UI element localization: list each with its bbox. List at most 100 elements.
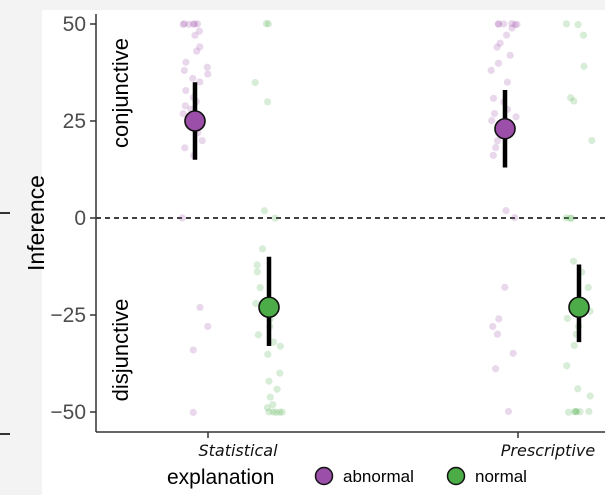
data-point-abnormal [185, 20, 193, 28]
data-point-abnormal [493, 137, 502, 145]
data-point-abnormal [495, 315, 503, 323]
data-point-abnormal [508, 19, 516, 28]
data-point-abnormal [511, 20, 519, 29]
annotation-disjunctive: disjunctive [108, 299, 133, 402]
data-point-normal [585, 407, 593, 416]
data-point-abnormal [189, 408, 197, 417]
data-point-normal [567, 214, 576, 222]
background-strip-left [0, 0, 42, 466]
data-point-normal [278, 408, 286, 416]
data-point-abnormal [494, 20, 502, 28]
data-point-normal [272, 408, 280, 416]
data-point-abnormal [181, 102, 189, 110]
data-point-abnormal [196, 43, 204, 51]
data-point-abnormal [189, 74, 197, 82]
y-tick-label: −50 [50, 401, 86, 424]
data-point-normal [258, 245, 267, 253]
data-point-abnormal [492, 365, 500, 373]
data-point-normal [256, 284, 264, 292]
data-point-abnormal [193, 47, 201, 55]
data-point-normal [266, 393, 274, 401]
data-point-abnormal [179, 110, 187, 118]
data-point-normal [563, 314, 571, 323]
data-point-abnormal [511, 213, 519, 222]
data-point-normal [567, 94, 575, 102]
data-point-abnormal [204, 70, 212, 78]
data-point-normal [574, 385, 582, 393]
data-point-normal [572, 408, 580, 416]
mean-point-normal [258, 296, 280, 319]
data-point-normal [276, 342, 284, 350]
data-point-abnormal [203, 63, 211, 71]
data-point-normal [253, 261, 261, 269]
data-point-abnormal [490, 109, 499, 118]
data-point-normal [576, 408, 584, 416]
data-point-normal [571, 408, 579, 416]
data-point-abnormal [489, 322, 497, 331]
data-point-abnormal [196, 303, 204, 312]
data-point-normal [264, 98, 272, 106]
x-tick-label: Statistical [198, 441, 278, 460]
data-point-abnormal [504, 407, 513, 416]
legend: explanation abnormal normal [167, 466, 527, 489]
data-point-normal [269, 338, 278, 346]
edge-tick-mark [0, 212, 10, 214]
legend-title: explanation [167, 466, 274, 489]
data-point-abnormal [198, 136, 206, 145]
data-point-normal [584, 283, 592, 292]
legend-swatch-abnormal [314, 466, 334, 486]
data-point-normal [579, 31, 588, 39]
data-point-abnormal [503, 78, 512, 86]
data-point-normal [260, 207, 269, 215]
data-point-normal [574, 20, 582, 29]
data-point-normal [562, 20, 571, 28]
y-axis-label: Inference [23, 175, 49, 271]
data-point-abnormal [500, 20, 508, 28]
data-point-normal [251, 78, 259, 87]
data-point-abnormal [191, 20, 199, 28]
data-point-abnormal [494, 20, 503, 28]
data-point-abnormal [492, 144, 500, 152]
mean-point-abnormal [494, 117, 516, 140]
data-point-abnormal [509, 349, 517, 357]
data-point-abnormal [489, 94, 498, 102]
data-point-abnormal [180, 20, 188, 28]
data-point-abnormal [494, 59, 503, 67]
data-point-normal [252, 299, 260, 308]
data-point-normal [562, 214, 570, 222]
data-point-normal [265, 377, 273, 385]
data-point-normal [271, 214, 279, 222]
data-point-normal [254, 331, 262, 339]
data-point-normal [569, 257, 578, 265]
data-point-abnormal [193, 20, 202, 28]
data-point-abnormal [493, 43, 501, 51]
data-point-abnormal [196, 78, 204, 86]
data-point-abnormal [508, 24, 516, 32]
data-point-normal [276, 408, 284, 416]
data-point-abnormal [487, 66, 495, 74]
background-strip-bottom-left [0, 466, 42, 495]
data-point-abnormal [506, 51, 514, 59]
data-point-normal [570, 97, 578, 105]
y-tick-label: 25 [63, 110, 86, 133]
legend-label-normal: normal [475, 467, 527, 486]
data-point-normal [262, 19, 270, 28]
data-point-abnormal [502, 207, 510, 215]
data-point-normal [265, 408, 273, 416]
data-point-abnormal [488, 116, 496, 125]
data-point-abnormal [189, 20, 198, 28]
legend-swatch-normal [446, 466, 466, 486]
mean-point-abnormal [184, 110, 206, 132]
data-point-normal [263, 404, 271, 412]
data-point-abnormal [178, 214, 186, 222]
annotation-conjunctive: conjunctive [108, 38, 133, 148]
y-tick-label: 0 [74, 207, 86, 230]
legend-label-abnormal: abnormal [343, 467, 414, 486]
data-point-abnormal [179, 20, 187, 29]
data-point-abnormal [502, 31, 511, 39]
data-point-normal [570, 341, 578, 350]
data-point-normal [572, 407, 580, 416]
mean-point-normal [568, 296, 590, 319]
